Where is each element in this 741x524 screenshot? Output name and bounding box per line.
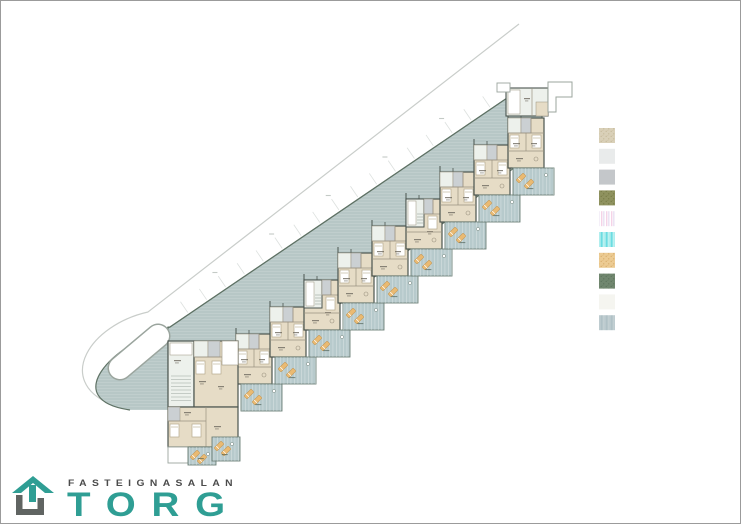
bathroom: [350, 252, 362, 269]
sun-lounger: [286, 368, 296, 378]
sun-lounger: [380, 281, 390, 291]
bathroom: [207, 340, 221, 358]
sun-lounger: [252, 395, 262, 405]
parking-lot: [95, 95, 543, 411]
entry-hall: [371, 225, 386, 242]
bathroom: [282, 306, 294, 323]
sun-lounger: [524, 179, 534, 189]
entrance-lobby: [496, 81, 573, 117]
sun-lounger: [278, 362, 288, 372]
residential-unit: [269, 301, 317, 385]
entry-hall: [439, 171, 454, 188]
sun-lounger: [388, 287, 398, 297]
legend-swatch-mid-gray: [599, 169, 615, 185]
legend-swatch-light-gray: [599, 148, 615, 164]
legend-swatch-pale-cream: [599, 294, 615, 310]
sun-lounger: [312, 335, 322, 345]
white-patio: [167, 446, 189, 464]
bathroom: [248, 333, 260, 350]
sun-lounger: [244, 389, 254, 399]
sun-lounger: [214, 441, 224, 451]
residential-unit: [473, 139, 521, 223]
sun-lounger: [190, 450, 200, 460]
sun-lounger: [346, 308, 356, 318]
room: [221, 340, 239, 366]
material-legend: [599, 128, 615, 331]
bathroom: [452, 171, 464, 188]
building-strip: [235, 112, 555, 412]
residential-unit: [439, 166, 487, 250]
road-side-box: [496, 82, 511, 93]
legend-swatch-parquet-wood: [599, 128, 615, 143]
sun-lounger: [456, 233, 466, 243]
legend-swatch-dark-green: [599, 273, 615, 289]
brand-name-small: FASTEIGNASALAN: [68, 478, 238, 489]
residential-unit: [507, 112, 555, 196]
stair-core-unit: [303, 274, 351, 358]
residential-unit: [371, 220, 419, 304]
bathroom: [486, 144, 498, 161]
house-arrow-icon: [12, 476, 54, 515]
sun-lounger: [414, 254, 424, 264]
room: [169, 342, 193, 356]
sun-lounger: [482, 200, 492, 210]
sun-lounger: [448, 227, 458, 237]
walkway-outline: [547, 81, 573, 113]
sun-lounger: [354, 314, 364, 324]
entry-hall: [507, 117, 522, 134]
sun-lounger: [422, 260, 432, 270]
legend-swatch-striped-fabric: [599, 211, 615, 227]
bathroom: [167, 406, 181, 422]
road: [81, 23, 520, 405]
bathroom: [520, 117, 532, 134]
bathroom: [384, 225, 396, 242]
legend-swatch-water-cyan: [599, 232, 615, 247]
sun-lounger: [320, 341, 330, 351]
legend-swatch-sand: [599, 252, 615, 268]
sun-lounger: [490, 206, 500, 216]
legend-swatch-deck-blue-gray: [599, 315, 615, 331]
entry-hall: [473, 144, 488, 161]
sun-lounger: [516, 173, 526, 183]
end-cluster: [167, 340, 241, 466]
entry-hall: [193, 340, 209, 358]
entry-hall: [269, 306, 284, 323]
stair-core-unit: [405, 193, 453, 277]
road-outer-line: [81, 23, 520, 405]
brand-name-large: TORG: [67, 486, 241, 524]
legend-swatch-grass-olive: [599, 190, 615, 206]
residential-unit: [337, 247, 385, 331]
entry-hall: [337, 252, 352, 269]
cul-de-sac: [107, 323, 171, 381]
